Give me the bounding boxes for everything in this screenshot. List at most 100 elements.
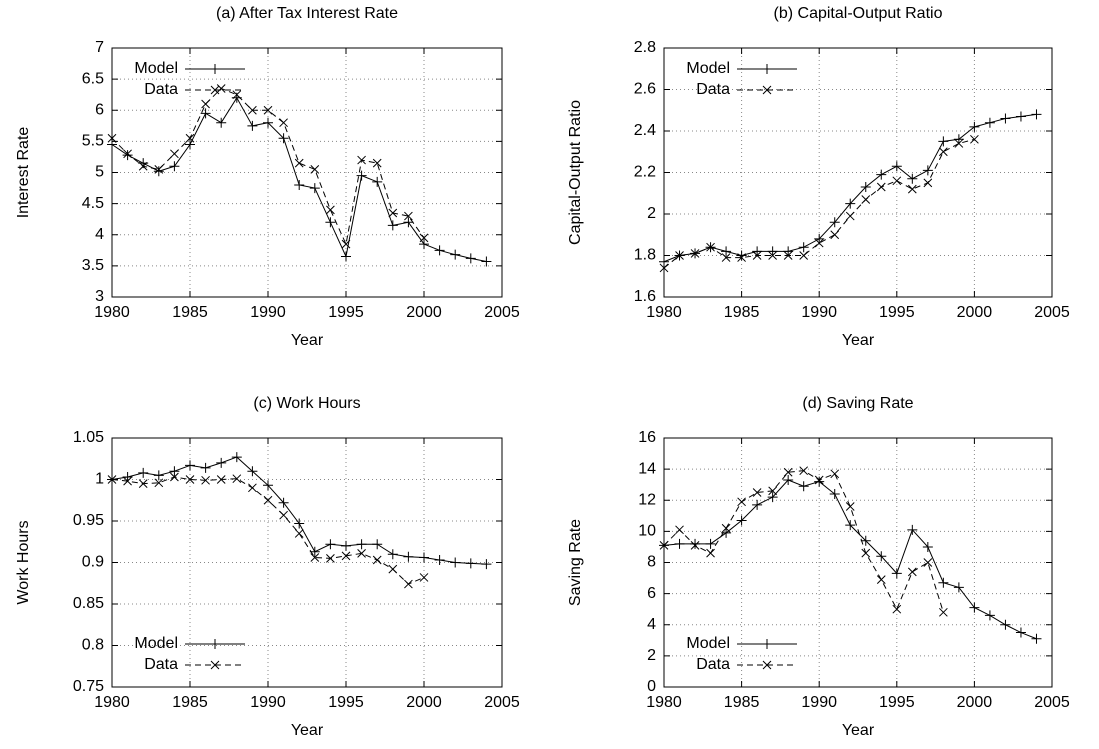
data-point: [248, 483, 257, 493]
series-line: [111, 456, 487, 565]
data-point: [861, 195, 871, 204]
data-point: [892, 176, 902, 186]
data-point: [845, 520, 856, 531]
data-point: [845, 198, 856, 209]
data-point: [247, 120, 258, 131]
data-point: [969, 602, 980, 613]
x-tick-label: 1990: [250, 304, 286, 321]
data-point: [939, 147, 948, 157]
chart-title: (b) Capital-Output Ratio: [774, 5, 943, 22]
legend-marker: [210, 85, 220, 95]
data-point: [341, 239, 351, 249]
data-point: [170, 472, 179, 482]
data-point: [107, 139, 117, 150]
y-tick-label: 6: [647, 585, 656, 602]
data-point: [674, 538, 685, 549]
data-point: [953, 134, 964, 145]
data-point: [403, 551, 414, 562]
data-point: [248, 105, 257, 115]
data-point: [232, 474, 242, 484]
data-point: [309, 183, 320, 194]
data-point: [216, 475, 226, 484]
data-point: [861, 548, 871, 558]
x-tick-label: 1995: [328, 304, 364, 321]
data-point: [419, 239, 429, 250]
data-point: [419, 573, 429, 582]
series-line: [663, 479, 1037, 640]
data-point: [388, 208, 398, 218]
data-point: [876, 575, 886, 584]
data-point: [434, 245, 445, 256]
data-point: [891, 161, 902, 172]
data-point: [923, 558, 933, 567]
data-point: [387, 549, 398, 560]
data-point: [783, 467, 793, 477]
data-point: [659, 256, 669, 267]
x-tick-label: 1980: [646, 694, 682, 711]
data-point: [690, 541, 700, 550]
data-point: [953, 582, 964, 593]
data-point: [752, 488, 762, 497]
data-point: [123, 476, 132, 486]
data-point: [278, 497, 289, 508]
data-point: [154, 165, 164, 174]
data-point: [138, 467, 149, 478]
data-point: [326, 553, 335, 563]
data-point: [799, 251, 809, 260]
data-point: [387, 220, 398, 231]
data-point: [404, 579, 413, 589]
data-point: [798, 481, 809, 492]
data-point: [830, 230, 840, 240]
data-point: [1015, 111, 1026, 122]
series-line: [663, 470, 944, 613]
data-point: [434, 555, 445, 566]
y-tick-label: 0.8: [82, 637, 104, 654]
data-point: [830, 469, 840, 479]
legend-label: Model: [686, 60, 730, 77]
y-tick-label: 1: [95, 471, 104, 488]
data-point: [876, 551, 887, 562]
data-point: [450, 557, 461, 568]
x-tick-label: 2005: [484, 694, 520, 711]
data-point: [200, 108, 211, 119]
y-tick-label: 1.05: [73, 429, 104, 446]
data-point: [465, 253, 476, 264]
y-tick-label: 7: [95, 39, 104, 56]
data-point: [814, 233, 825, 244]
y-tick-label: 2.2: [634, 164, 656, 181]
y-tick-label: 2.4: [634, 122, 656, 139]
data-point: [922, 541, 933, 552]
data-point: [706, 548, 715, 558]
y-tick-label: 2.6: [634, 81, 656, 98]
data-point: [721, 523, 731, 533]
data-point: [310, 553, 320, 562]
x-tick-label: 1995: [328, 694, 364, 711]
data-point: [231, 452, 242, 463]
data-point: [372, 158, 382, 168]
data-point: [481, 559, 492, 570]
data-point: [326, 205, 335, 215]
y-tick-label: 16: [638, 429, 656, 446]
y-axis-label: Saving Rate: [567, 519, 584, 606]
data-point: [705, 538, 716, 549]
y-tick-label: 4.5: [82, 195, 104, 212]
x-tick-label: 1985: [172, 694, 208, 711]
x-axis-label: Year: [842, 332, 875, 349]
data-point: [675, 251, 684, 260]
data-point: [814, 475, 824, 485]
chart-title: (a) After Tax Interest Rate: [216, 5, 398, 22]
data-point: [153, 166, 164, 177]
data-point: [690, 538, 701, 549]
data-point: [201, 99, 210, 109]
x-tick-label: 1985: [724, 304, 760, 321]
data-point: [450, 249, 461, 260]
data-point: [984, 610, 995, 621]
data-point: [169, 466, 180, 477]
y-tick-label: 10: [638, 523, 656, 540]
data-point: [798, 242, 809, 253]
data-point: [876, 169, 887, 180]
data-point: [372, 539, 383, 550]
data-point: [907, 184, 917, 194]
data-point: [1031, 633, 1042, 644]
